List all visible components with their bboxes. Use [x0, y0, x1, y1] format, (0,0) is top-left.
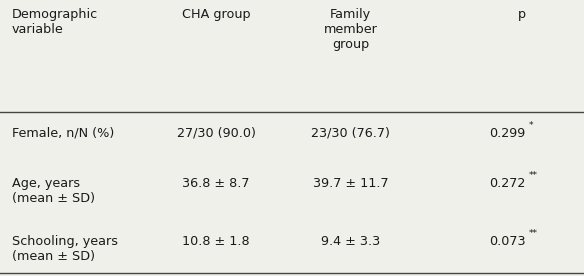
Text: Female, n/N (%): Female, n/N (%) — [12, 127, 114, 140]
Text: 10.8 ± 1.8: 10.8 ± 1.8 — [182, 235, 250, 248]
Text: 36.8 ± 8.7: 36.8 ± 8.7 — [182, 177, 250, 190]
Text: 0.272: 0.272 — [489, 177, 526, 190]
Text: 0.299: 0.299 — [489, 127, 526, 140]
Text: Age, years
(mean ± SD): Age, years (mean ± SD) — [12, 177, 95, 205]
Text: **: ** — [529, 171, 537, 180]
Text: Demographic
variable: Demographic variable — [12, 8, 98, 36]
Text: Family
member
group: Family member group — [324, 8, 377, 51]
Text: 23/30 (76.7): 23/30 (76.7) — [311, 127, 390, 140]
Text: *: * — [529, 121, 533, 130]
Text: 39.7 ± 11.7: 39.7 ± 11.7 — [312, 177, 388, 190]
Text: 0.073: 0.073 — [489, 235, 526, 248]
Text: **: ** — [529, 229, 537, 238]
Text: Schooling, years
(mean ± SD): Schooling, years (mean ± SD) — [12, 235, 118, 262]
Text: 9.4 ± 3.3: 9.4 ± 3.3 — [321, 235, 380, 248]
Text: CHA group: CHA group — [182, 8, 251, 21]
Text: 27/30 (90.0): 27/30 (90.0) — [176, 127, 256, 140]
Text: p: p — [517, 8, 526, 21]
